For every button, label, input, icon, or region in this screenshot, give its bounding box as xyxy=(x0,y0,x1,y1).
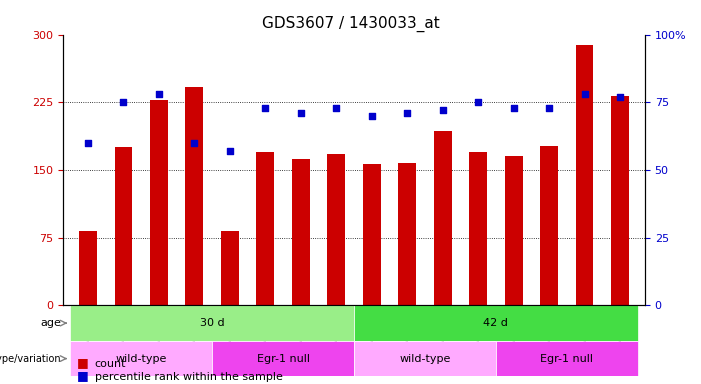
Point xyxy=(402,110,413,116)
Point xyxy=(259,104,271,111)
Point xyxy=(118,99,129,105)
Bar xyxy=(434,131,451,305)
Point xyxy=(331,104,342,111)
Text: 30 d: 30 d xyxy=(200,318,224,328)
Point xyxy=(366,113,377,119)
Bar xyxy=(221,232,239,305)
FancyBboxPatch shape xyxy=(496,341,638,376)
Bar xyxy=(327,154,345,305)
Bar xyxy=(150,99,168,305)
FancyBboxPatch shape xyxy=(70,305,354,341)
Bar xyxy=(186,87,203,305)
Text: age: age xyxy=(41,318,61,328)
FancyBboxPatch shape xyxy=(354,305,638,341)
Bar xyxy=(611,96,629,305)
Point xyxy=(189,140,200,146)
Text: genotype/variation: genotype/variation xyxy=(0,354,61,364)
Point xyxy=(295,110,306,116)
Text: count: count xyxy=(95,359,126,369)
Point xyxy=(154,91,165,97)
Point xyxy=(224,148,236,154)
Bar xyxy=(114,147,132,305)
Bar xyxy=(257,152,274,305)
Text: Egr-1 null: Egr-1 null xyxy=(540,354,593,364)
Bar xyxy=(79,232,97,305)
Text: 42 d: 42 d xyxy=(484,318,508,328)
Bar xyxy=(363,164,381,305)
FancyBboxPatch shape xyxy=(212,341,354,376)
Point xyxy=(437,107,449,113)
Bar xyxy=(292,159,310,305)
Text: percentile rank within the sample: percentile rank within the sample xyxy=(95,372,283,382)
Text: wild-type: wild-type xyxy=(400,354,451,364)
Point xyxy=(472,99,484,105)
Point xyxy=(543,104,554,111)
FancyBboxPatch shape xyxy=(70,341,212,376)
Text: ■: ■ xyxy=(77,369,89,382)
Point xyxy=(615,94,626,100)
Bar xyxy=(398,163,416,305)
Text: wild-type: wild-type xyxy=(116,354,167,364)
Text: ■: ■ xyxy=(77,356,89,369)
FancyBboxPatch shape xyxy=(354,341,496,376)
Bar xyxy=(505,156,522,305)
Point xyxy=(579,91,590,97)
Text: GDS3607 / 1430033_at: GDS3607 / 1430033_at xyxy=(261,15,440,31)
Point xyxy=(82,140,93,146)
Bar xyxy=(469,152,487,305)
Text: Egr-1 null: Egr-1 null xyxy=(257,354,310,364)
Bar xyxy=(576,45,594,305)
Point xyxy=(508,104,519,111)
Bar xyxy=(540,146,558,305)
